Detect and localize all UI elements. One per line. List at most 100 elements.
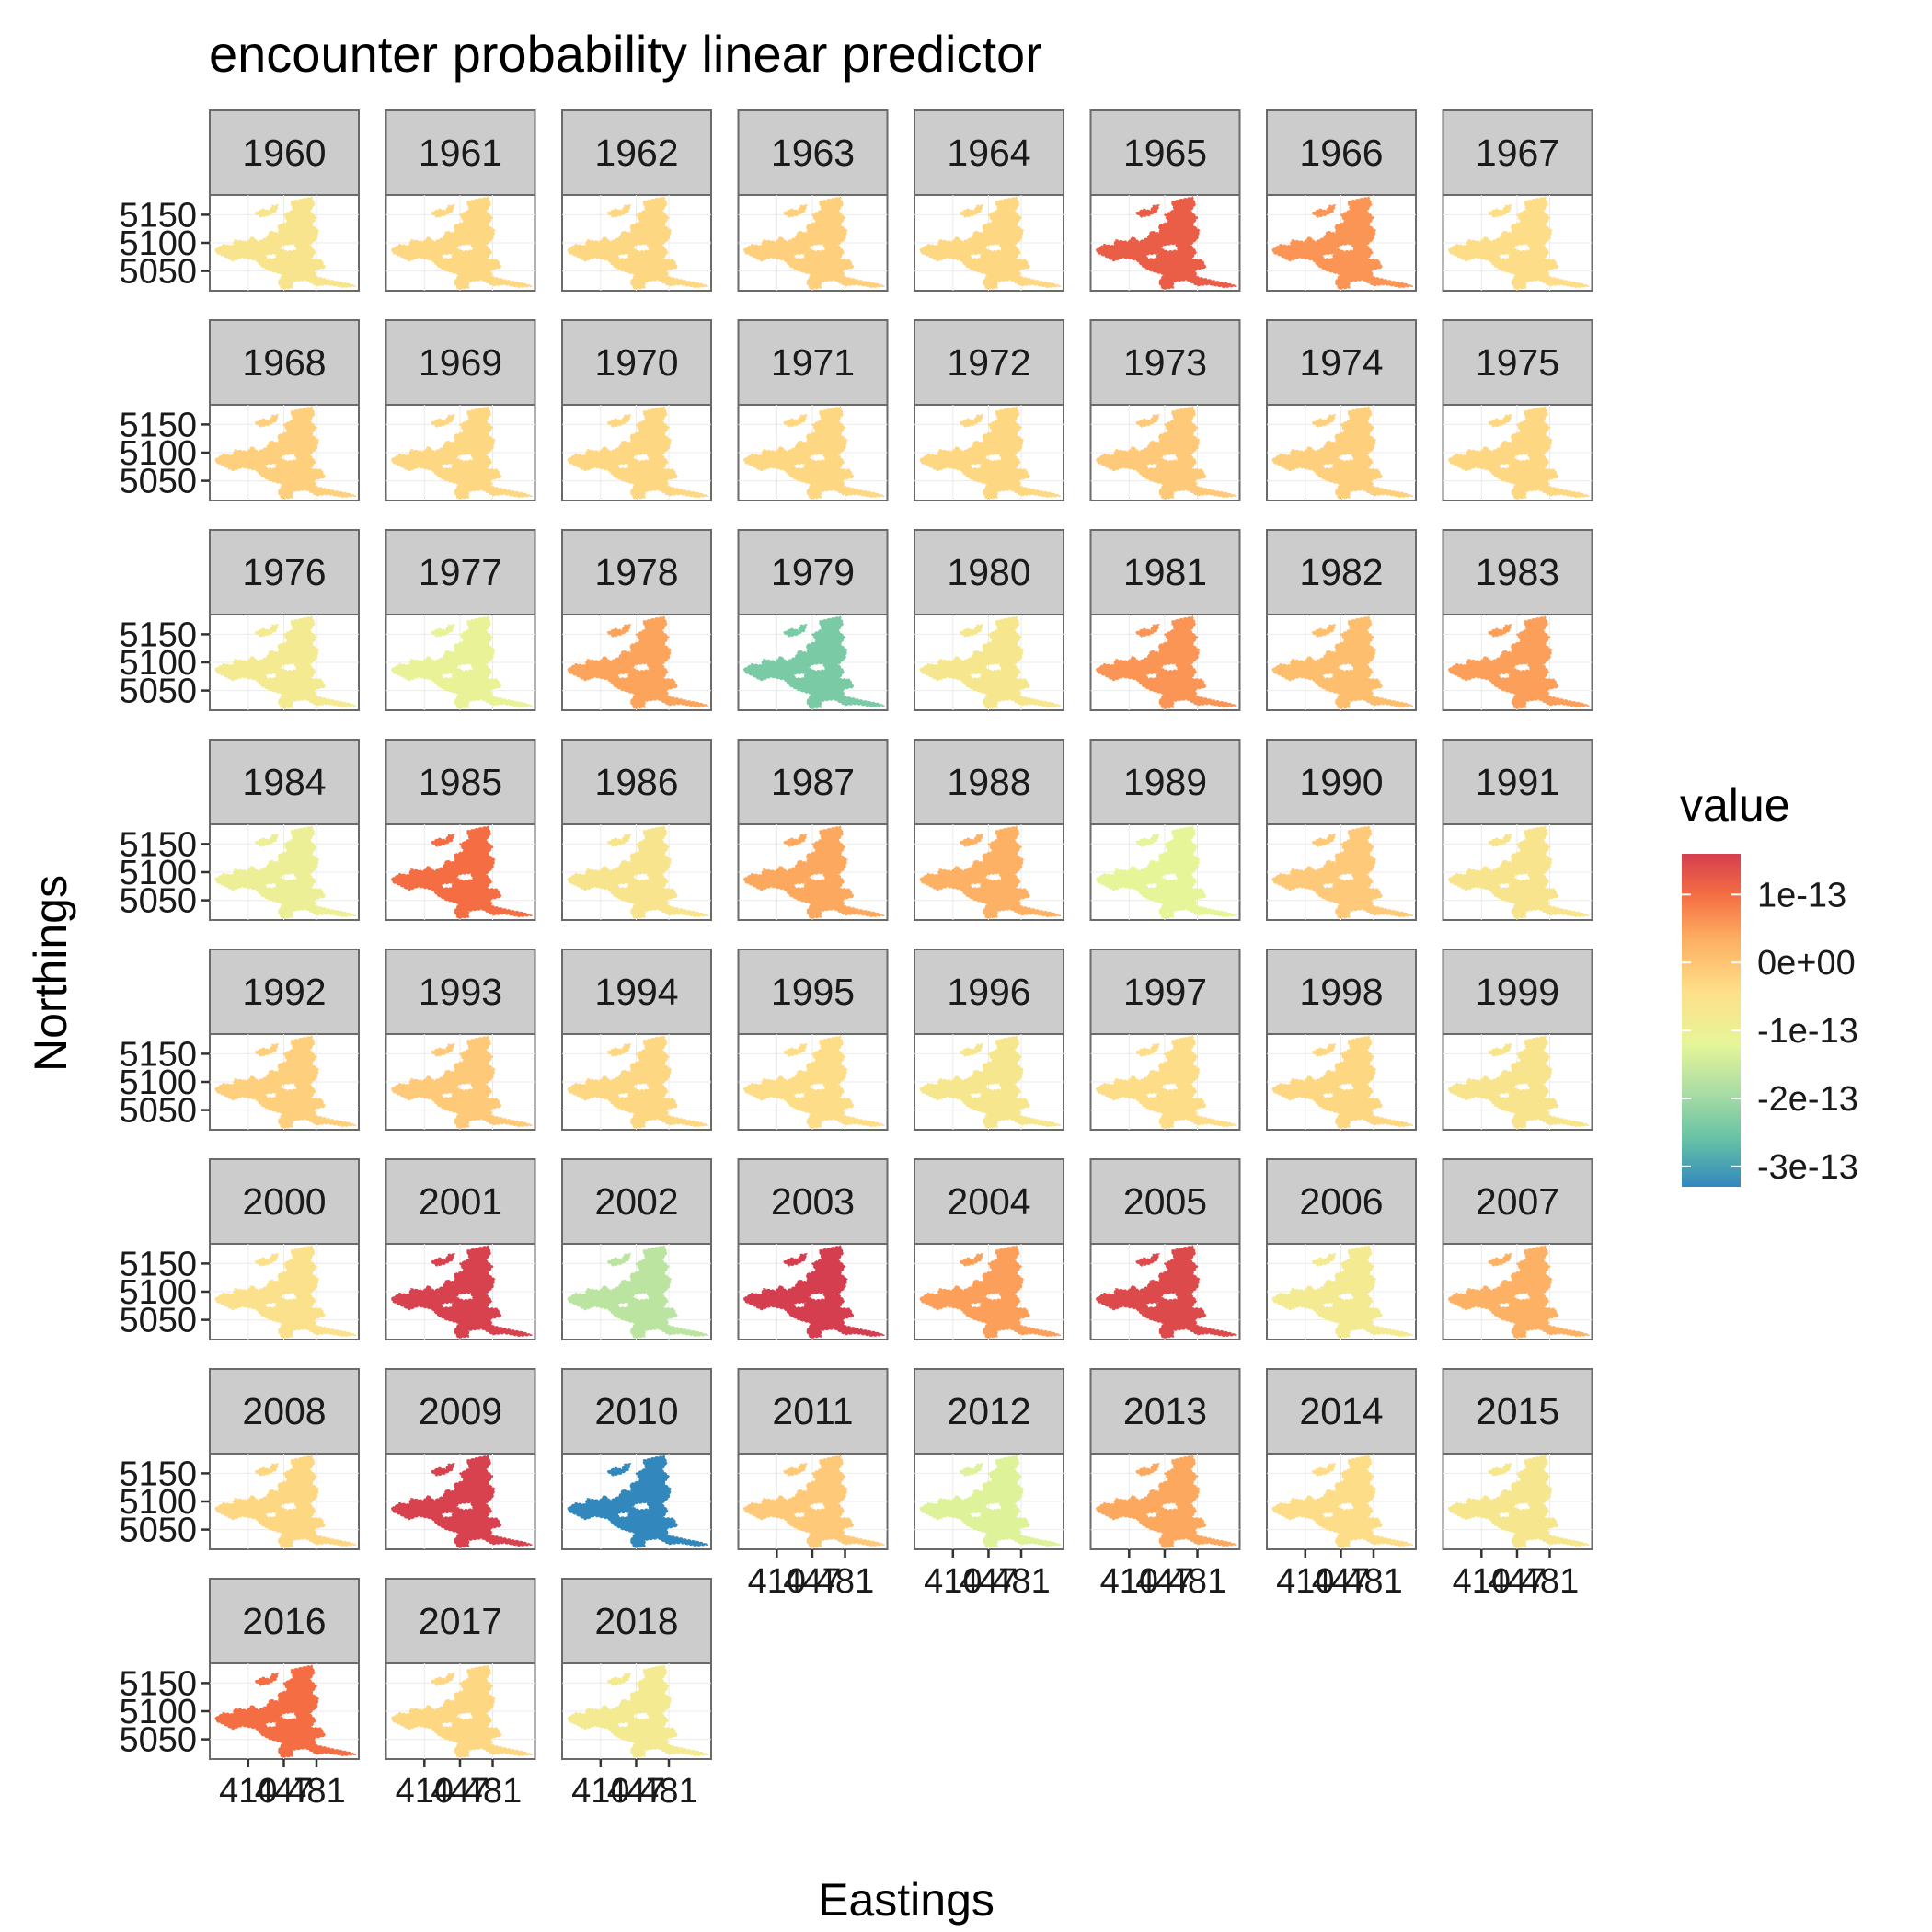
region-map-1984	[214, 825, 357, 920]
region-map-2001	[390, 1245, 533, 1340]
facet-strip	[737, 739, 889, 825]
legend-label: -1e-13	[1757, 1012, 1858, 1051]
region-map-2006	[1271, 1245, 1414, 1340]
facet-1999: 1999	[1442, 949, 1593, 1131]
legend-label: -2e-13	[1757, 1080, 1858, 1119]
facet-strip-label: 1976	[242, 551, 326, 593]
region-map-1994	[567, 1035, 709, 1130]
facet-1963: 1963	[737, 109, 889, 292]
region-map-1986	[567, 825, 709, 920]
region-map-1963	[742, 196, 885, 291]
facet-strip-label: 1972	[947, 341, 1030, 384]
facet-strip-label: 1987	[771, 761, 855, 803]
y-tick-label: 5100	[119, 1273, 197, 1312]
facet-strip-label: 2001	[419, 1180, 502, 1223]
facet-strip	[737, 949, 889, 1035]
facet-strip	[1089, 319, 1241, 406]
facet-1971: 1971	[737, 319, 889, 501]
facet-strip-label: 2000	[242, 1180, 326, 1223]
chart-title: encounter probability linear predictor	[209, 25, 1042, 83]
facet-strip	[1089, 1368, 1241, 1455]
x-tick-label: 410	[1276, 1562, 1334, 1601]
region-map-1973	[1095, 406, 1237, 500]
region-map-1981	[1095, 615, 1237, 710]
facet-2003: 2003	[737, 1158, 889, 1340]
x-tick-label: 447	[431, 1772, 489, 1811]
region-map-2016	[214, 1664, 357, 1759]
facet-1996: 1996	[914, 949, 1064, 1131]
region-map-1991	[1447, 825, 1590, 920]
x-tick-label: 447	[607, 1772, 665, 1811]
facet-strip	[1089, 739, 1241, 825]
facet-1994: 1994	[561, 949, 712, 1131]
facet-strip	[1089, 949, 1241, 1035]
facet-strip-label: 1980	[947, 551, 1030, 593]
legend-label: 1e-13	[1757, 876, 1846, 914]
facet-1979: 1979	[737, 529, 889, 711]
facet-strip	[737, 109, 889, 196]
facet-1982: 1982	[1266, 529, 1417, 711]
facet-strip-label: 1999	[1476, 971, 1559, 1013]
facet-strip-label: 1963	[771, 132, 855, 174]
facet-strip	[561, 1368, 712, 1455]
facet-strip-label: 1992	[242, 971, 326, 1013]
x-tick-label: 447	[1312, 1562, 1370, 1601]
y-tick-label: 5050	[119, 1092, 197, 1131]
region-map-1998	[1271, 1035, 1414, 1130]
facet-strip-label: 2012	[947, 1390, 1030, 1432]
x-tick-label: 410	[748, 1562, 806, 1601]
facet-strip	[209, 319, 360, 406]
facet-1965: 1965	[1089, 109, 1241, 292]
facet-strip	[914, 109, 1064, 196]
facet-1973: 1973	[1089, 319, 1241, 501]
region-map-1967	[1447, 196, 1590, 291]
facet-strip-label: 1982	[1299, 551, 1383, 593]
region-map-2002	[567, 1245, 709, 1340]
x-tick-label: 410	[1100, 1562, 1158, 1601]
facet-strip-label: 1989	[1123, 761, 1207, 803]
facet-strip-label: 1985	[419, 761, 502, 803]
y-tick-label: 5050	[119, 882, 197, 921]
facet-1983: 1983	[1442, 529, 1593, 711]
facet-strip-label: 2018	[594, 1600, 678, 1642]
facet-2002: 2002	[561, 1158, 712, 1340]
facet-strip-label: 2015	[1476, 1390, 1559, 1432]
legend: value 1e-13 0e+00 -1e-13 -2e-13 -3e-13	[1680, 779, 1858, 1187]
facet-strip-label: 1966	[1299, 132, 1383, 174]
region-map-1969	[390, 406, 533, 500]
y-tick-label: 5050	[119, 1302, 197, 1340]
x-tick-label: 481	[464, 1772, 522, 1811]
region-map-2003	[742, 1245, 885, 1340]
facet-strip	[1089, 109, 1241, 196]
facet-strip	[914, 1158, 1064, 1245]
region-map-1970	[567, 406, 709, 500]
x-tick-label: 447	[1488, 1562, 1546, 1601]
facet-2004: 2004	[914, 1158, 1064, 1340]
region-map-1999	[1447, 1035, 1590, 1130]
y-tick-label: 5100	[119, 1483, 197, 1522]
y-tick-label: 5050	[119, 1721, 197, 1760]
facet-strip-label: 1986	[594, 761, 678, 803]
facet-1974: 1974	[1266, 319, 1417, 501]
facet-strip	[561, 1158, 712, 1245]
facet-strip-label: 1960	[242, 132, 326, 174]
facet-strip	[1442, 1368, 1593, 1455]
x-tick-label: 410	[219, 1772, 277, 1811]
facet-strip	[1442, 739, 1593, 825]
facet-2001: 2001	[385, 1158, 536, 1340]
facet-strip-label: 1974	[1299, 341, 1383, 384]
facet-1987: 1987	[737, 739, 889, 921]
facet-strip-label: 1995	[771, 971, 855, 1013]
facet-strip-label: 2017	[419, 1600, 502, 1642]
x-tick-label: 481	[1168, 1562, 1226, 1601]
facet-strip-label: 1962	[594, 132, 678, 174]
facet-strip-label: 1971	[771, 341, 855, 384]
region-map-2013	[1095, 1455, 1237, 1549]
y-tick-label: 5100	[119, 434, 197, 473]
